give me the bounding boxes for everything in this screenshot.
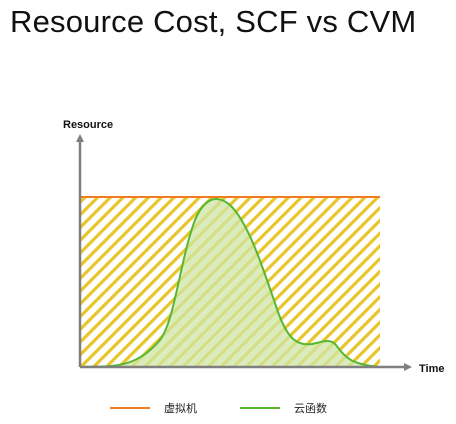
x-axis-label: Time: [419, 363, 444, 375]
legend-label-scf: 云函数: [294, 402, 327, 415]
y-axis-label: Resource: [63, 119, 113, 131]
legend-item-cvm: 虚拟机: [110, 398, 197, 418]
legend-swatch-cvm: [110, 407, 150, 409]
scf-usage-area: [80, 199, 380, 367]
legend-label-cvm: 虚拟机: [164, 402, 197, 415]
legend: 虚拟机 云函数: [0, 398, 456, 418]
scf-usage-curve: [79, 198, 381, 368]
legend-swatch-scf: [240, 407, 280, 409]
slide-title: Resource Cost, SCF vs CVM: [10, 4, 417, 39]
legend-item-scf: 云函数: [240, 398, 327, 418]
